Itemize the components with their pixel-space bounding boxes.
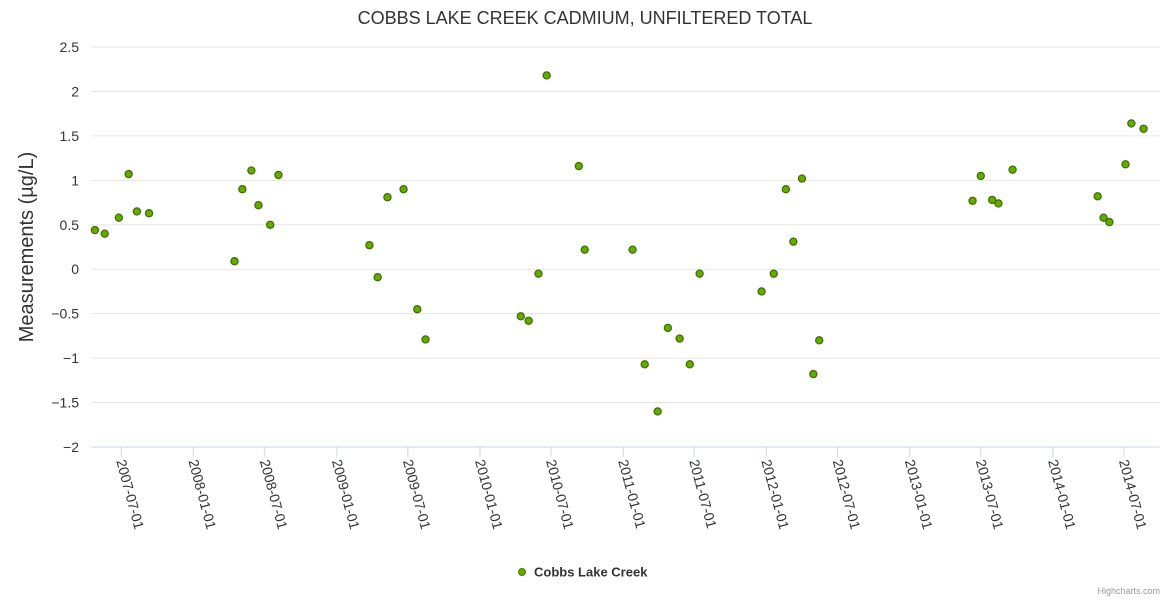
data-point[interactable] (100, 229, 109, 238)
data-point[interactable] (1105, 217, 1114, 227)
credits-link[interactable]: Highcharts.com (1097, 586, 1160, 596)
data-point[interactable] (574, 161, 584, 171)
data-point[interactable] (144, 209, 154, 218)
grid-layer (91, 46, 1160, 448)
data-point[interactable] (516, 312, 525, 321)
series-cobbs-lake-creek[interactable] (90, 71, 1148, 416)
x-tick-label: 2012-01-01 (758, 458, 792, 532)
x-tick-label: 2014-01-01 (1045, 458, 1079, 532)
data-point[interactable] (628, 245, 637, 254)
data-point[interactable] (266, 220, 275, 229)
data-point[interactable] (124, 169, 133, 179)
data-point[interactable] (789, 237, 798, 246)
data-point[interactable] (1008, 165, 1017, 174)
x-tick-label: 2013-01-01 (902, 458, 936, 532)
data-point[interactable] (987, 195, 997, 205)
data-point[interactable] (580, 245, 589, 254)
data-point[interactable] (114, 213, 124, 222)
data-point[interactable] (781, 185, 791, 194)
x-tick-label: 2008-01-01 (185, 458, 219, 532)
x-tick-label: 2010-01-01 (472, 458, 506, 532)
data-point[interactable] (769, 269, 778, 278)
y-tick-label: 0 (71, 261, 79, 277)
x-tick-label: 2007-07-01 (113, 458, 147, 532)
x-tick-label: 2010-07-01 (543, 458, 577, 532)
data-point[interactable] (809, 369, 818, 379)
data-point[interactable] (534, 269, 543, 278)
y-tick-label: 1 (71, 172, 79, 188)
legend-item-cobbs-lake-creek[interactable]: Cobbs Lake Creek (534, 565, 648, 580)
x-tick-label: 2009-07-01 (400, 458, 434, 532)
x-axis-ticks: 2007-07-01 2008-01-01 2008-07-01 2009-01-01… (113, 447, 1150, 531)
data-point[interactable] (383, 193, 392, 202)
data-point[interactable] (413, 305, 422, 314)
x-tick-label: 2012-07-01 (830, 458, 864, 532)
x-tick-label: 2011-01-01 (615, 458, 649, 531)
y-tick-label: −1.5 (51, 395, 79, 411)
data-point[interactable] (247, 166, 256, 175)
legend-marker-icon (518, 568, 526, 576)
data-point[interactable] (663, 323, 673, 333)
data-point[interactable] (399, 185, 408, 194)
x-tick-label: 2011-07-01 (686, 458, 720, 531)
y-axis-ticks: 2.5 2 1.5 1 0.5 0 −0.5 −1 −1.5 −2 (51, 39, 79, 455)
data-point[interactable] (685, 360, 695, 369)
data-point[interactable] (1121, 160, 1130, 169)
data-point[interactable] (365, 241, 374, 250)
y-tick-label: 2.5 (60, 39, 80, 55)
y-tick-label: −1 (63, 350, 79, 366)
data-point[interactable] (254, 201, 263, 210)
data-point[interactable] (640, 360, 649, 369)
y-tick-label: 2 (71, 83, 79, 99)
data-point[interactable] (1127, 119, 1136, 128)
data-point[interactable] (994, 199, 1003, 208)
x-tick-label: 2014-07-01 (1116, 458, 1150, 532)
data-point[interactable] (976, 171, 985, 181)
y-tick-label: 1.5 (60, 128, 80, 144)
data-point[interactable] (968, 196, 977, 205)
data-point[interactable] (542, 71, 551, 80)
data-point[interactable] (1139, 124, 1148, 133)
data-point[interactable] (524, 316, 533, 325)
legend[interactable]: Cobbs Lake Creek (518, 565, 649, 580)
data-point[interactable] (373, 273, 382, 282)
y-axis-title: Measurements (µg/L) (16, 152, 38, 342)
y-tick-label: −2 (63, 439, 79, 455)
data-point[interactable] (1099, 213, 1108, 222)
data-point[interactable] (815, 336, 824, 345)
data-point[interactable] (238, 185, 247, 194)
data-point[interactable] (695, 269, 704, 278)
x-tick-label: 2013-07-01 (973, 458, 1007, 532)
x-tick-label: 2008-07-01 (257, 458, 291, 532)
chart-title: COBBS LAKE CREEK CADMIUM, UNFILTERED TOT… (358, 8, 813, 28)
data-point[interactable] (653, 407, 662, 416)
data-point[interactable] (274, 170, 283, 180)
data-point[interactable] (675, 334, 684, 343)
data-point[interactable] (421, 335, 430, 344)
y-tick-label: −0.5 (51, 306, 79, 322)
data-point[interactable] (757, 287, 766, 296)
data-point[interactable] (1093, 192, 1102, 201)
x-tick-label: 2009-01-01 (329, 458, 363, 532)
data-point[interactable] (132, 207, 142, 216)
data-point[interactable] (230, 257, 239, 266)
data-point[interactable] (797, 174, 807, 183)
data-point[interactable] (90, 225, 100, 235)
y-tick-label: 0.5 (60, 217, 80, 233)
